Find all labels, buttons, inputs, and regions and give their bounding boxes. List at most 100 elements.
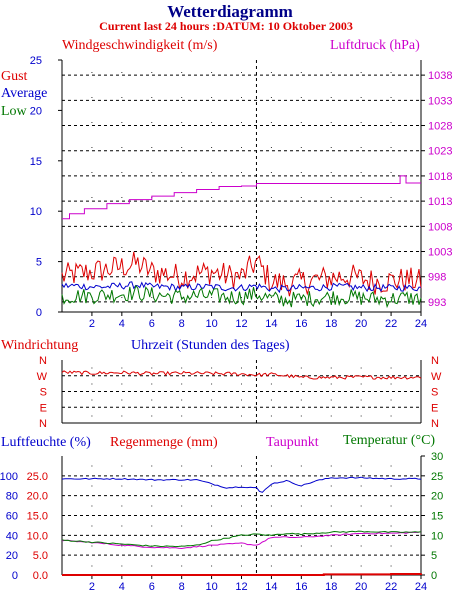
wind-x-tick-label: 12	[235, 318, 247, 330]
wind-x-tick-label: 18	[325, 318, 337, 330]
wind-grid-dot	[241, 222, 242, 223]
wind-grid-dot	[91, 197, 93, 198]
humidity-x-tick-label: 20	[355, 581, 367, 593]
direction-grid-dot	[151, 367, 153, 369]
wind-grid-dot	[91, 172, 93, 173]
legend-low: Low	[1, 104, 28, 119]
direction-grid-dot	[330, 383, 332, 385]
wind-grid-dot	[121, 272, 123, 273]
wind-grid-dot	[121, 197, 123, 198]
humidity-grid-dot	[151, 525, 153, 527]
series-rain-line	[62, 573, 422, 576]
wind-grid-dot	[390, 222, 392, 223]
humidity-grid-dot	[181, 565, 183, 567]
humidity-grid-dot	[300, 545, 302, 547]
direction-grid-dot	[91, 383, 93, 385]
wind-grid-dot	[151, 72, 153, 73]
wind-grid-dot	[330, 122, 332, 123]
wind-grid-dot	[360, 72, 362, 73]
wind-left-tick-label: 5	[36, 257, 42, 269]
direction-grid-dot	[300, 415, 302, 417]
direction-right-tick-label: N	[431, 355, 439, 367]
humidity-grid-dot	[360, 465, 362, 467]
series-wind-direction-line	[61, 370, 422, 380]
wind-grid-dot	[181, 197, 183, 198]
humidity-grid-dot	[390, 505, 392, 507]
wind-grid-dot	[151, 97, 153, 98]
wind-x-tick-label: 20	[355, 318, 367, 330]
wind-grid-dot	[390, 247, 392, 248]
dewpoint-title: Taupunkt	[266, 435, 319, 450]
humidity-grid-dot	[121, 545, 123, 547]
wind-x-tick-label: 24	[415, 318, 427, 330]
direction-grid-dot	[181, 415, 183, 417]
wind-grid-dot	[121, 97, 123, 98]
wind-grid-dot	[270, 297, 272, 298]
direction-grid-dot	[270, 383, 272, 385]
wind-grid-dot	[270, 197, 272, 198]
wind-x-tick-label: 22	[385, 318, 397, 330]
direction-grid-dot	[181, 367, 183, 369]
wind-grid-dot	[91, 72, 93, 73]
direction-grid-dot	[211, 383, 213, 385]
humidity-grid-dot	[121, 485, 123, 487]
wind-grid-dot	[300, 297, 302, 298]
direction-grid-dot	[300, 383, 302, 385]
wind-grid-dot	[270, 122, 272, 123]
time-axis-label: Uhrzeit (Stunden des Tages)	[131, 338, 290, 353]
humidity-grid-dot	[121, 465, 123, 467]
temperature-right-tick-label: 0	[431, 570, 437, 582]
wind-x-tick-label: 8	[179, 318, 185, 330]
wind-grid-dot	[241, 197, 242, 198]
wind-grid-dot	[151, 122, 153, 123]
wind-grid-dot	[151, 247, 153, 248]
pressure-axis-title: Luftdruck (hPa)	[330, 38, 420, 53]
humidity-grid-dot	[211, 565, 213, 567]
humidity-grid-dot	[390, 565, 392, 567]
direction-grid-dot	[121, 415, 123, 417]
wind-grid-dot	[181, 247, 183, 248]
wind-left-tick-label: 15	[30, 156, 42, 168]
direction-grid-dot	[390, 367, 392, 369]
wind-grid-dot	[300, 222, 302, 223]
humidity-grid-dot	[270, 465, 272, 467]
series-gust-line	[61, 251, 422, 297]
direction-grid-dot	[390, 383, 392, 385]
wind-grid-dot	[181, 97, 183, 98]
wind-grid-dot	[270, 72, 272, 73]
humidity-grid-dot	[211, 545, 213, 547]
wind-grid-dot	[181, 172, 183, 173]
rain-left-tick-label: 10.0	[27, 530, 48, 542]
wind-grid-dot	[241, 72, 242, 73]
wind-grid-dot	[91, 247, 93, 248]
wind-grid-dot	[300, 172, 302, 173]
direction-grid-dot	[330, 367, 332, 369]
humidity-grid-dot	[330, 545, 332, 547]
wind-grid-dot	[390, 172, 392, 173]
rain-left-tick-label: 15.0	[27, 511, 48, 523]
wind-grid-dot	[300, 272, 302, 273]
wind-grid-dot	[241, 97, 242, 98]
pressure-right-tick-label: 1033	[428, 95, 452, 107]
pressure-right-tick-label: 1028	[428, 121, 452, 133]
wind-grid-dot	[300, 247, 302, 248]
wind-grid-dot	[300, 97, 302, 98]
wind-grid-dot	[241, 272, 242, 273]
humidity-title: Luftfeuchte (%)	[1, 435, 91, 450]
wind-grid-dot	[181, 122, 183, 123]
humidity-grid-dot	[241, 505, 242, 507]
wind-grid-dot	[360, 147, 362, 148]
wind-grid-dot	[151, 172, 153, 173]
direction-grid-dot	[211, 399, 213, 401]
direction-grid-dot	[390, 415, 392, 417]
pressure-right-tick-label: 1008	[428, 221, 452, 233]
wind-grid-dot	[121, 72, 123, 73]
direction-grid-dot	[270, 367, 272, 369]
direction-right-tick-label: E	[431, 402, 438, 414]
wind-x-tick-label: 2	[89, 318, 95, 330]
direction-grid-dot	[241, 399, 242, 401]
humidity-grid-dot	[121, 525, 123, 527]
wind-grid-dot	[330, 197, 332, 198]
temperature-right-tick-label: 30	[431, 451, 443, 463]
direction-grid-dot	[360, 399, 362, 401]
